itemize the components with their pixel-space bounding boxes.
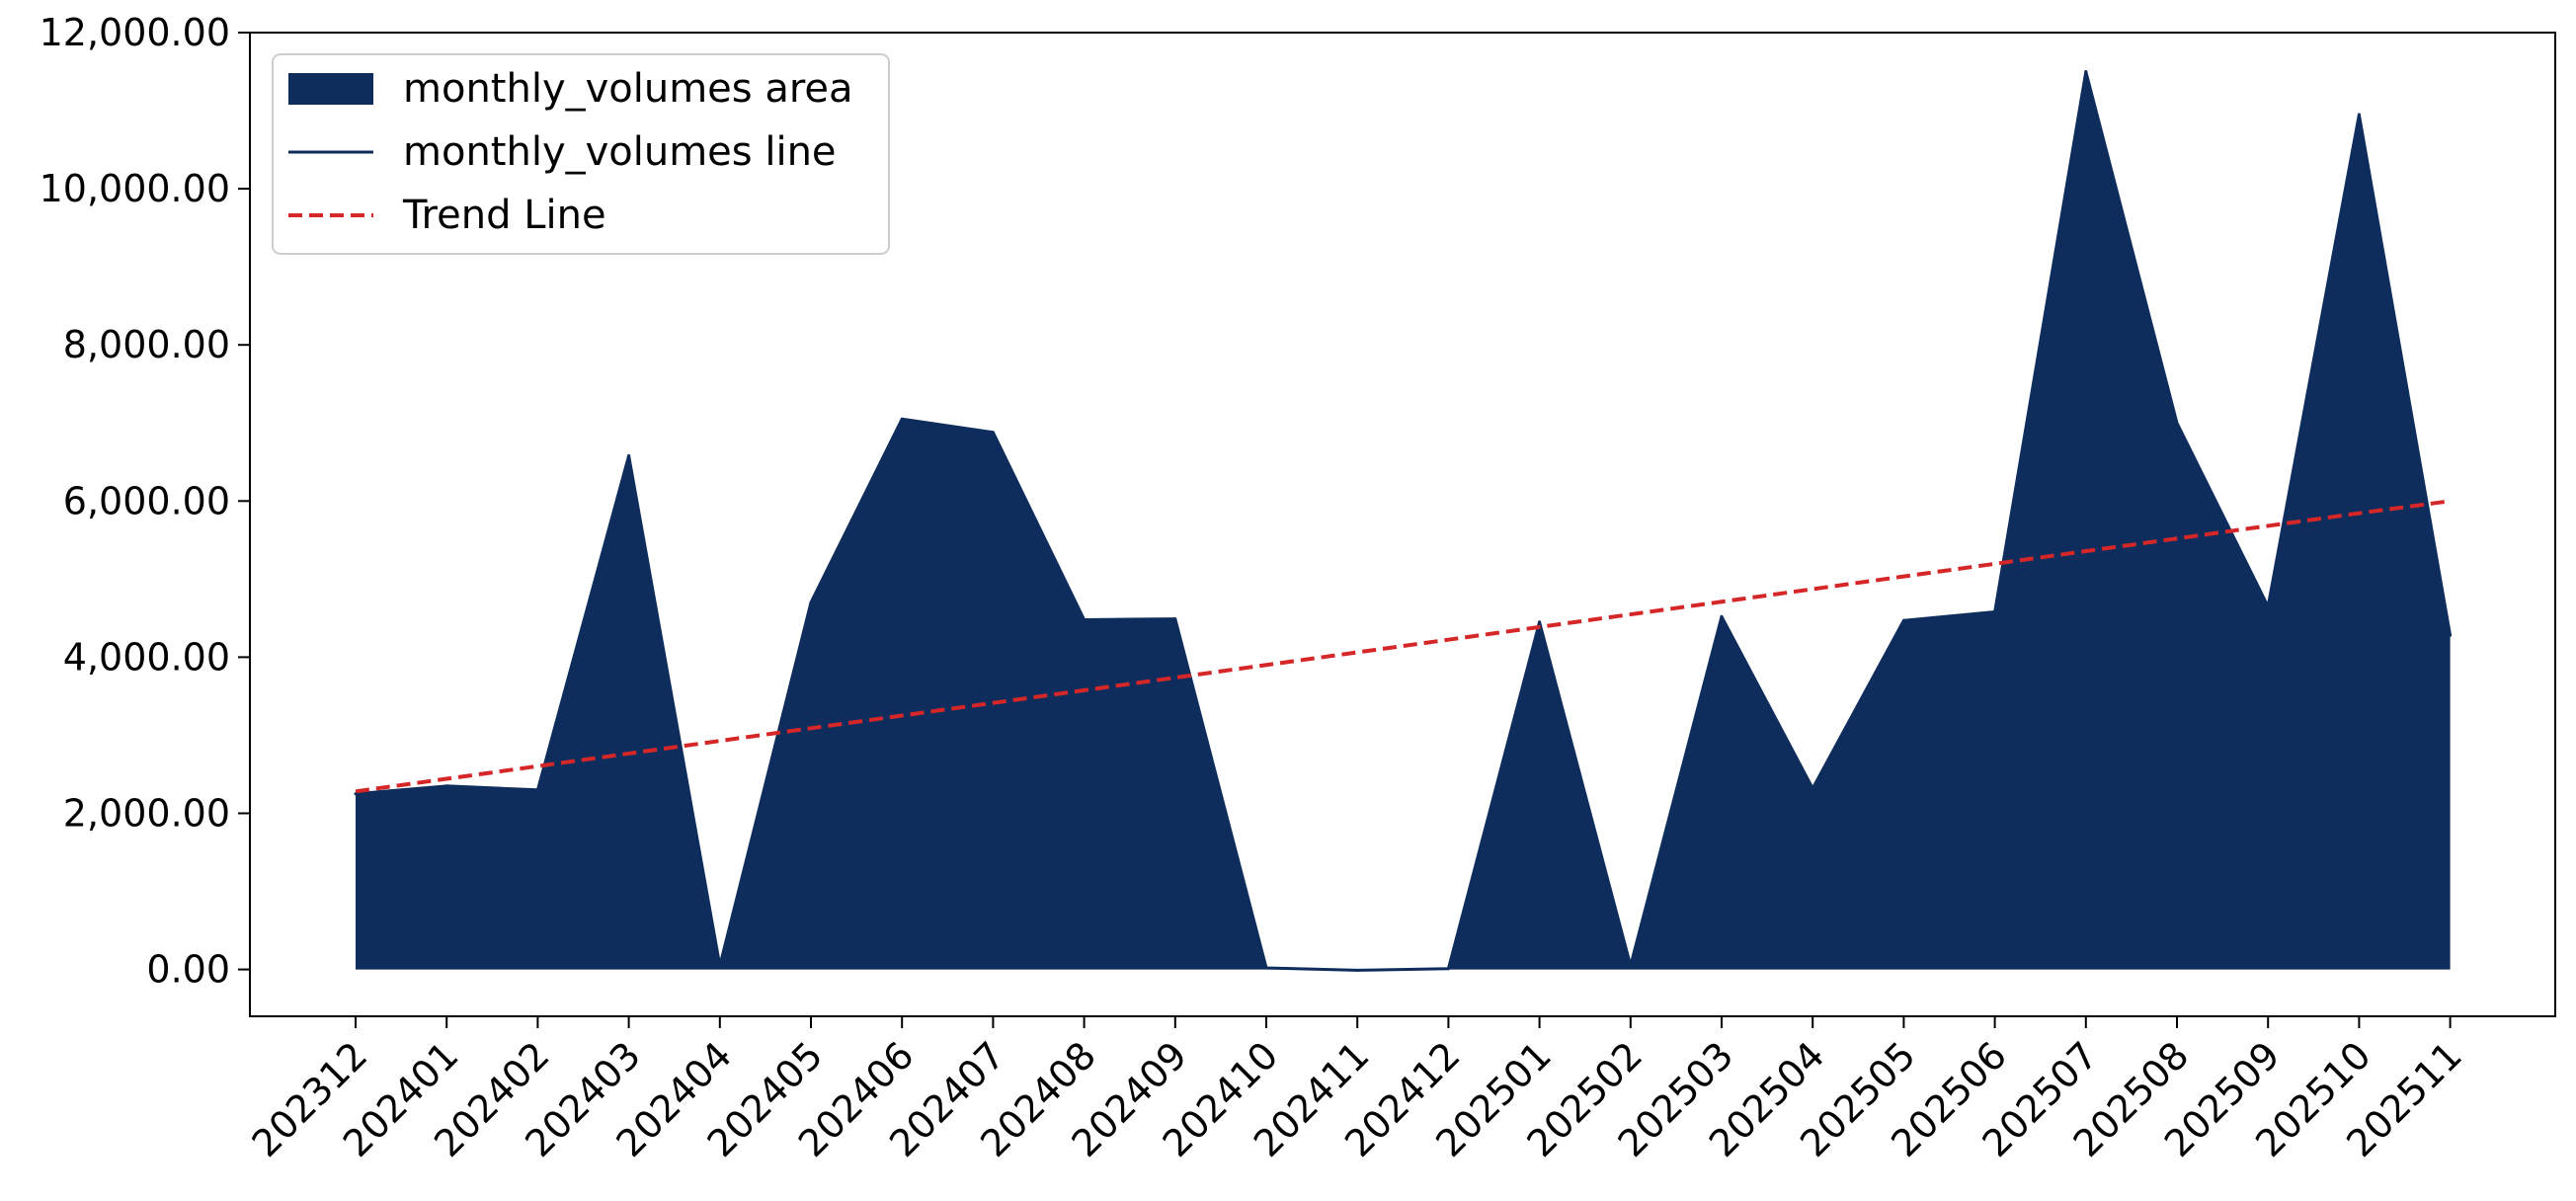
- data-point: [1083, 617, 1087, 621]
- x-axis: 2023122024012024022024032024042024052024…: [244, 1016, 2470, 1165]
- data-point: [1538, 620, 1542, 624]
- legend-box: [272, 53, 890, 255]
- y-tick-label: 10,000.00: [40, 167, 230, 210]
- data-point: [2357, 113, 2361, 117]
- data-point: [2266, 604, 2270, 608]
- legend-label-area: monthly_volumes area: [403, 66, 853, 112]
- data-point: [991, 431, 995, 435]
- area-fill: [356, 71, 2451, 971]
- plot-marks: [354, 70, 2453, 972]
- data-point: [900, 417, 904, 421]
- y-axis: 0.00 2,000.00 4,000.00 6,000.00 8,000.00 10,0…: [40, 11, 250, 992]
- data-point: [1355, 968, 1359, 972]
- plot-frame: [249, 32, 2556, 1017]
- data-point: [1720, 614, 1724, 618]
- y-tick-label: 6,000.00: [63, 479, 230, 522]
- legend-label-line: monthly_volumes line: [403, 129, 837, 175]
- series-line: [355, 70, 2453, 972]
- data-point: [2175, 421, 2179, 425]
- data-point: [1173, 617, 1177, 621]
- data-point: [1811, 786, 1814, 790]
- data-point: [1264, 966, 1268, 970]
- data-point: [1446, 967, 1450, 971]
- data-point: [809, 600, 813, 604]
- y-tick-label: 2,000.00: [63, 791, 230, 835]
- data-point: [444, 784, 448, 788]
- y-tick-label: 0.00: [146, 948, 230, 992]
- data-point: [1629, 964, 1633, 968]
- y-tick-label: 4,000.00: [63, 635, 230, 679]
- data-point: [627, 453, 631, 457]
- data-point: [354, 792, 358, 796]
- data-point: [718, 964, 722, 968]
- data-point: [1901, 618, 1905, 622]
- data-point: [2449, 633, 2453, 637]
- data-point: [535, 788, 539, 792]
- y-tick-label: 12,000.00: [40, 11, 230, 54]
- data-point: [1993, 610, 1997, 614]
- y-tick-label: 8,000.00: [63, 323, 230, 366]
- legend: monthly_volumes area monthly_volumes lin…: [272, 53, 890, 255]
- data-point: [2084, 70, 2088, 74]
- legend-swatch-area: [288, 73, 373, 105]
- legend-label-trend: Trend Line: [402, 193, 606, 238]
